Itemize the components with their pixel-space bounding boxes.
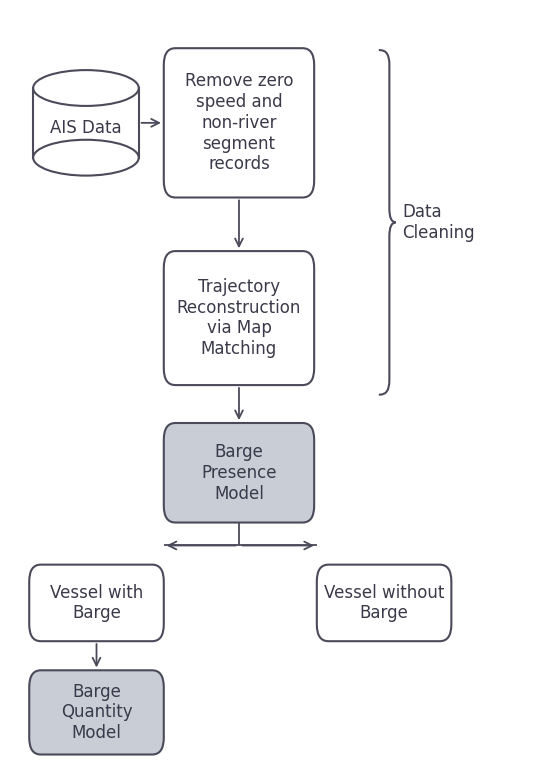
FancyBboxPatch shape [317, 565, 451, 641]
FancyBboxPatch shape [164, 251, 314, 385]
Text: Barge
Presence
Model: Barge Presence Model [201, 443, 277, 502]
Ellipse shape [33, 70, 139, 106]
Text: Vessel with
Barge: Vessel with Barge [50, 584, 143, 622]
FancyBboxPatch shape [29, 565, 164, 641]
Text: Data
Cleaning: Data Cleaning [403, 203, 475, 241]
Text: AIS Data: AIS Data [50, 119, 122, 137]
Text: Vessel without
Barge: Vessel without Barge [324, 584, 444, 622]
FancyBboxPatch shape [29, 670, 164, 755]
Text: Barge
Quantity
Model: Barge Quantity Model [61, 683, 132, 742]
FancyBboxPatch shape [164, 423, 314, 522]
Text: Remove zero
speed and
non-river
segment
records: Remove zero speed and non-river segment … [185, 72, 293, 173]
Ellipse shape [33, 140, 139, 176]
Text: Trajectory
Reconstruction
via Map
Matching: Trajectory Reconstruction via Map Matchi… [177, 278, 301, 358]
FancyBboxPatch shape [33, 88, 139, 158]
FancyBboxPatch shape [164, 48, 314, 197]
